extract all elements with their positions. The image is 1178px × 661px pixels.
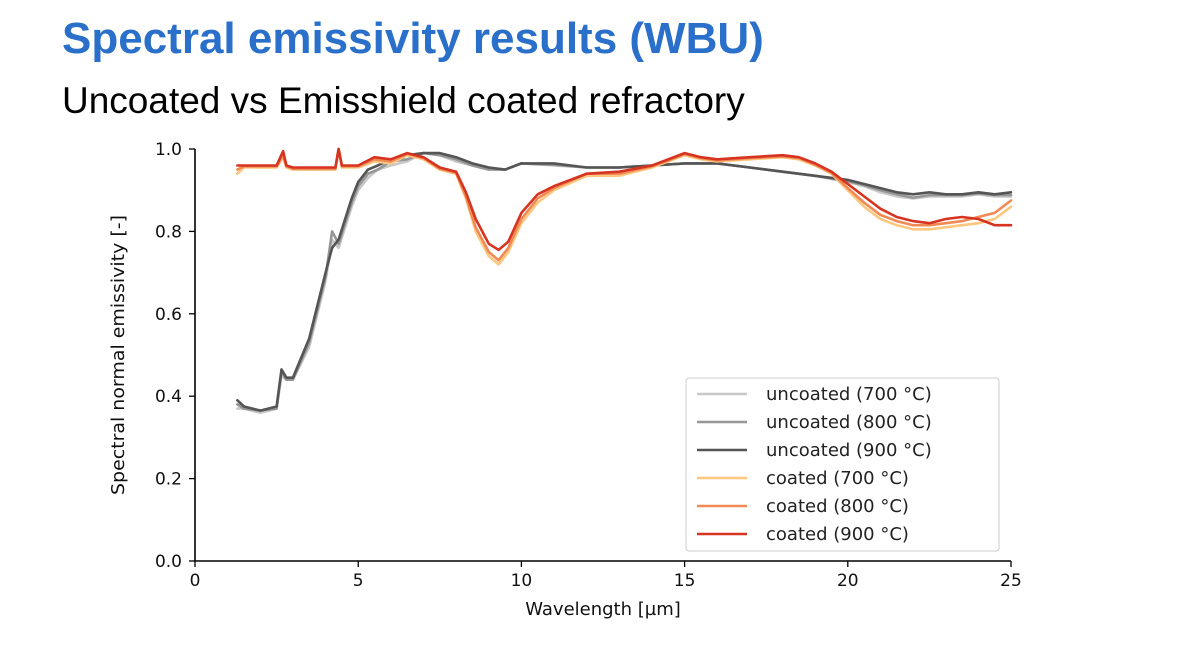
- legend-frame: [685, 377, 1000, 552]
- legend-label-1: uncoated (700 °C): [766, 384, 932, 405]
- x-tick-label: 15: [674, 571, 696, 591]
- axis-ticks: 0 5 10 15 20 25 0.0 0.2 0.4 0.6 0.8 1.0: [155, 140, 1022, 591]
- legend-label-6: coated (900 °C): [766, 524, 909, 545]
- x-tick-label: 0: [190, 571, 201, 591]
- legend-label-2: uncoated (800 °C): [766, 412, 932, 433]
- series-line-3: [236, 151, 1013, 412]
- y-tick-label: 1.0: [155, 140, 182, 160]
- y-tick-label: 0.2: [155, 470, 182, 490]
- slide-subtitle: Uncoated vs Emisshield coated refractory: [62, 80, 745, 121]
- y-tick-label: 0.8: [155, 222, 182, 242]
- x-tick-label: 10: [511, 571, 533, 591]
- y-axis-title: Spectral normal emissivity [-]: [108, 215, 129, 495]
- x-axis-title: Wavelength [µm]: [525, 599, 681, 620]
- y-tick-label: 0.4: [155, 387, 182, 407]
- chart-axes: [194, 149, 1011, 562]
- legend: uncoated (700 °C) uncoated (800 °C) uncoat…: [685, 377, 1000, 552]
- x-tick-label: 20: [837, 571, 859, 591]
- slide-title: Spectral emissivity results (WBU): [62, 14, 764, 63]
- x-tick-label: 25: [1000, 571, 1022, 591]
- y-tick-label: 0.6: [155, 305, 182, 325]
- series-line-6: [236, 147, 1013, 252]
- legend-label-4: coated (700 °C): [766, 468, 909, 489]
- legend-label-5: coated (800 °C): [766, 496, 909, 517]
- legend-label-3: uncoated (900 °C): [766, 440, 932, 461]
- x-tick-label: 5: [353, 571, 364, 591]
- y-tick-label: 0.0: [155, 552, 182, 572]
- series-layer: [236, 147, 1013, 415]
